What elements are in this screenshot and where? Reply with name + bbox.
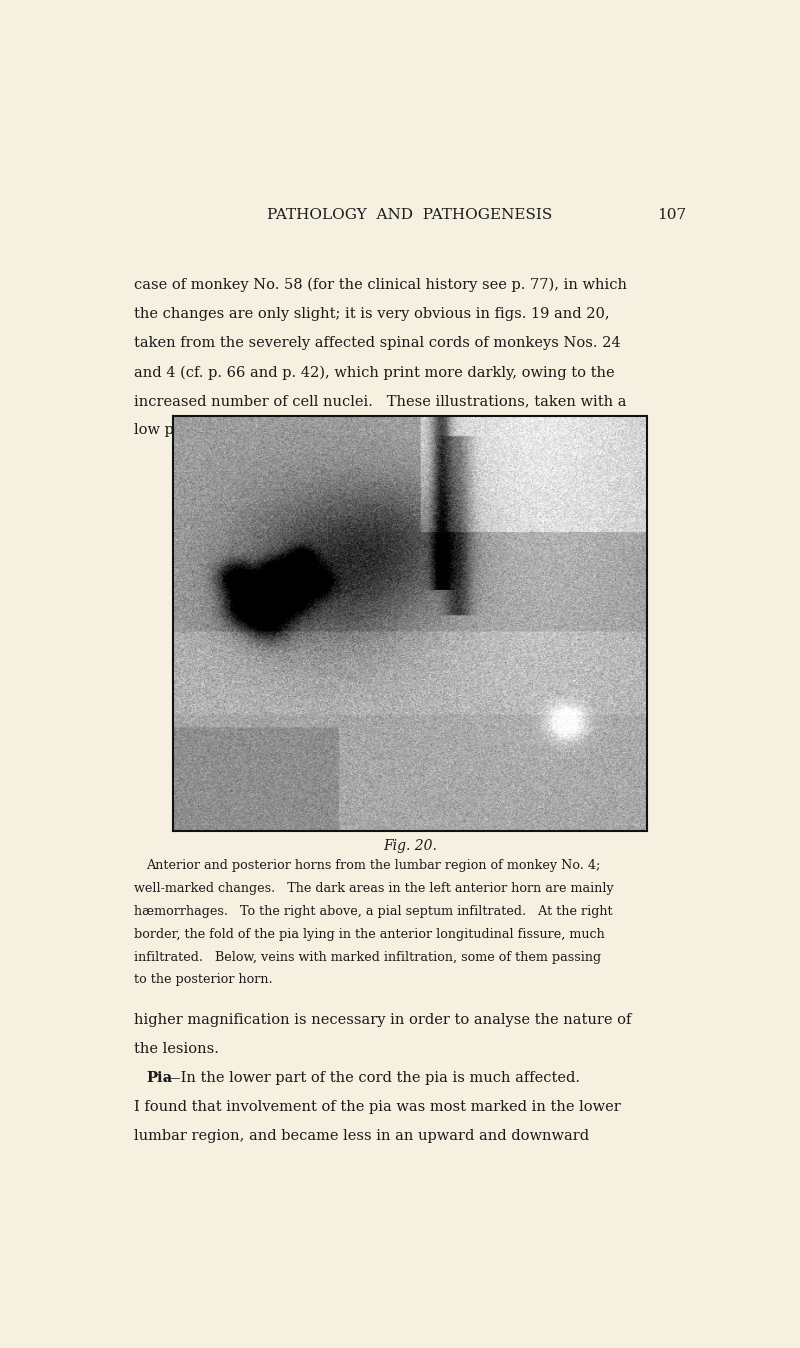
Text: border, the fold of the pia lying in the anterior longitudinal fissure, much: border, the fold of the pia lying in the… [134,927,605,941]
Text: and 4 (cf. p. 66 and p. 42), which print more darkly, owing to the: and 4 (cf. p. 66 and p. 42), which print… [134,365,614,380]
Text: Anterior and posterior horns from the lumbar region of monkey No. 4;: Anterior and posterior horns from the lu… [146,859,601,872]
Text: to the posterior horn.: to the posterior horn. [134,973,273,987]
Text: infiltrated.   Below, veins with marked infiltration, some of them passing: infiltrated. Below, veins with marked in… [134,950,602,964]
Text: the changes are only slight; it is very obvious in figs. 19 and 20,: the changes are only slight; it is very … [134,307,610,321]
Text: 107: 107 [657,209,686,222]
Text: taken from the severely affected spinal cords of monkeys Nos. 24: taken from the severely affected spinal … [134,336,621,350]
Text: higher magnification is necessary in order to analyse the nature of: higher magnification is necessary in ord… [134,1012,631,1027]
Text: —In the lower part of the cord the pia is much affected.: —In the lower part of the cord the pia i… [166,1072,580,1085]
Text: increased number of cell nuclei.   These illustrations, taken with a: increased number of cell nuclei. These i… [134,394,626,408]
Text: hæmorrhages.   To the right above, a pial septum infiltrated.   At the right: hæmorrhages. To the right above, a pial … [134,905,613,918]
Text: case of monkey No. 58 (for the clinical history see p. 77), in which: case of monkey No. 58 (for the clinical … [134,278,627,293]
Text: PATHOLOGY  AND  PATHOGENESIS: PATHOLOGY AND PATHOGENESIS [267,209,553,222]
Text: lumbar region, and became less in an upward and downward: lumbar region, and became less in an upw… [134,1130,590,1143]
Text: Pia: Pia [146,1072,173,1085]
Text: well-marked changes.   The dark areas in the left anterior horn are mainly: well-marked changes. The dark areas in t… [134,882,614,895]
Text: low power, show that the posterior horns are also affected.   A: low power, show that the posterior horns… [134,423,598,437]
Text: I found that involvement of the pia was most marked in the lower: I found that involvement of the pia was … [134,1100,621,1113]
Text: .: . [162,1072,168,1085]
Text: the lesions.: the lesions. [134,1042,219,1055]
Text: Fig. 20.: Fig. 20. [383,838,437,852]
